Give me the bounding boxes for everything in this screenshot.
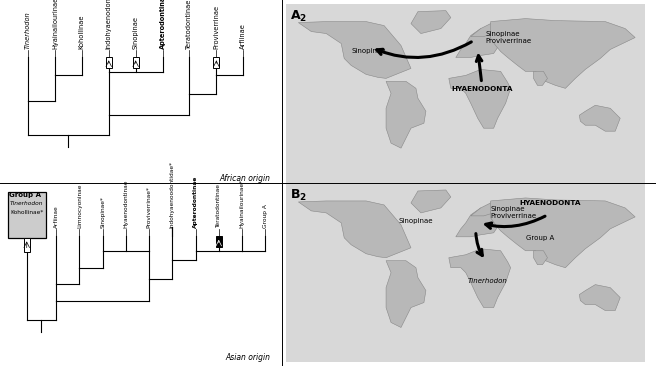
Text: Indohyaenodontidae: Indohyaenodontidae xyxy=(106,0,112,49)
Text: Group A: Group A xyxy=(262,204,268,228)
Text: $\mathbf{B_1}$: $\mathbf{B_1}$ xyxy=(0,340,1,355)
Text: $\mathbf{B_2}$: $\mathbf{B_2}$ xyxy=(290,188,307,203)
Text: Arfiinae: Arfiinae xyxy=(240,23,246,49)
Polygon shape xyxy=(491,19,635,88)
Text: $\mathbf{A_2}$: $\mathbf{A_2}$ xyxy=(290,9,307,24)
Polygon shape xyxy=(411,11,451,34)
Polygon shape xyxy=(471,23,496,37)
Polygon shape xyxy=(298,201,411,258)
Polygon shape xyxy=(386,81,426,148)
Bar xyxy=(216,236,222,247)
Text: Tinerhodon: Tinerhodon xyxy=(25,11,31,49)
Text: African origin: African origin xyxy=(219,174,270,183)
Text: Hyainailourinae: Hyainailourinae xyxy=(52,0,58,49)
Text: Teratodontinae: Teratodontinae xyxy=(216,184,221,228)
Text: Group A: Group A xyxy=(526,235,554,241)
Polygon shape xyxy=(579,285,620,310)
Polygon shape xyxy=(579,105,620,131)
Bar xyxy=(24,238,30,252)
Polygon shape xyxy=(449,249,510,307)
Polygon shape xyxy=(533,251,548,265)
Text: Kohollinae*: Kohollinae* xyxy=(10,210,43,215)
Polygon shape xyxy=(471,203,496,216)
Text: Apterodontinae: Apterodontinae xyxy=(193,176,198,228)
Text: Tinerhodon: Tinerhodon xyxy=(468,278,508,284)
Text: Sinopinae
Proviverrinae: Sinopinae Proviverrinae xyxy=(485,31,532,44)
Text: Arfiinae: Arfiinae xyxy=(54,206,59,228)
Text: Proviverrinae: Proviverrinae xyxy=(213,5,219,49)
Text: Kohollinae: Kohollinae xyxy=(79,14,85,49)
Polygon shape xyxy=(298,22,411,78)
Polygon shape xyxy=(456,208,501,237)
Text: Sinopinae*: Sinopinae* xyxy=(100,196,105,228)
Text: Tinerhodon: Tinerhodon xyxy=(10,201,43,206)
Bar xyxy=(8,191,46,238)
Polygon shape xyxy=(533,71,548,85)
Text: Asian origin: Asian origin xyxy=(225,353,270,362)
Text: HYAENODONTA: HYAENODONTA xyxy=(520,200,581,206)
Polygon shape xyxy=(491,198,635,268)
Text: Indohyaenoodontidae*: Indohyaenoodontidae* xyxy=(170,161,174,228)
Text: $\mathbf{A_1}$: $\mathbf{A_1}$ xyxy=(0,146,1,161)
Polygon shape xyxy=(456,29,501,57)
Text: Hyainailourinae*: Hyainailourinae* xyxy=(239,179,245,228)
Text: HYAENODONTA: HYAENODONTA xyxy=(451,86,512,92)
Text: Limnocyoninae: Limnocyoninae xyxy=(77,184,82,228)
Text: Proviverrinae*: Proviverrinae* xyxy=(146,186,152,228)
Bar xyxy=(213,57,219,68)
Polygon shape xyxy=(449,70,510,128)
Text: Sinopinae: Sinopinae xyxy=(399,218,433,224)
Text: Group A: Group A xyxy=(9,193,41,198)
Text: Hyaenodontinae: Hyaenodontinae xyxy=(123,180,129,228)
Bar xyxy=(133,57,138,68)
Text: Teratodontinae: Teratodontinae xyxy=(186,0,192,49)
Polygon shape xyxy=(386,261,426,328)
Text: Apterodontinae: Apterodontinae xyxy=(159,0,165,49)
Polygon shape xyxy=(411,190,451,213)
Text: Sinopinae
Proviverrinae: Sinopinae Proviverrinae xyxy=(491,206,537,219)
Bar xyxy=(106,57,112,68)
Text: Sinopinae: Sinopinae xyxy=(351,48,386,55)
Text: Sinopinae: Sinopinae xyxy=(133,16,138,49)
